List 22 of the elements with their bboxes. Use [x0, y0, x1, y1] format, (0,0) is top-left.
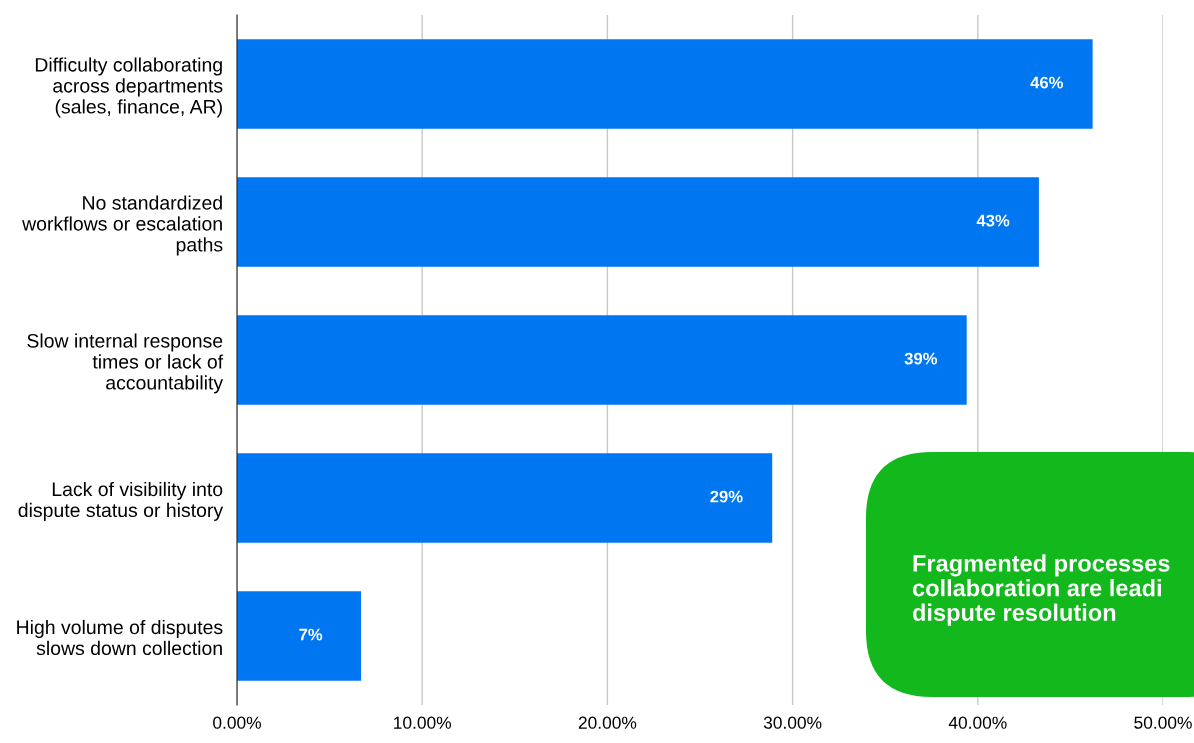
data-label: 7%	[299, 628, 323, 641]
y-tick-label: No standardized workflows or escalation paths	[22, 195, 223, 256]
data-label: 43%	[976, 214, 1010, 227]
y-tick-label: Difficulty collaborating across departments (sales, finance, AR)	[35, 57, 223, 118]
x-tick-label: 30.00%	[763, 716, 822, 729]
bar	[237, 315, 967, 405]
data-label: 39%	[904, 352, 938, 365]
x-tick-label: 10.00%	[394, 716, 452, 729]
y-tick-label: Lack of visibility into dispute status or history	[18, 481, 224, 521]
data-label: 46%	[1030, 76, 1064, 89]
annotation: Fragmented processes collaboration are leadi dispute resolution	[912, 554, 1170, 626]
bar	[237, 453, 773, 543]
x-tick-label: 20.00%	[578, 716, 637, 729]
x-tick-label: 0.00%	[213, 716, 261, 729]
bar	[237, 39, 1093, 129]
y-tick-label: Slow internal response times or lack of accountability	[27, 333, 224, 394]
bar	[237, 177, 1039, 267]
x-tick-label: 50.00%	[1134, 716, 1192, 729]
bar	[237, 591, 362, 681]
x-tick-label: 40.00%	[948, 716, 1007, 729]
y-tick-label: High volume of disputes slows down collection	[17, 619, 223, 656]
data-label: 29%	[710, 490, 743, 503]
